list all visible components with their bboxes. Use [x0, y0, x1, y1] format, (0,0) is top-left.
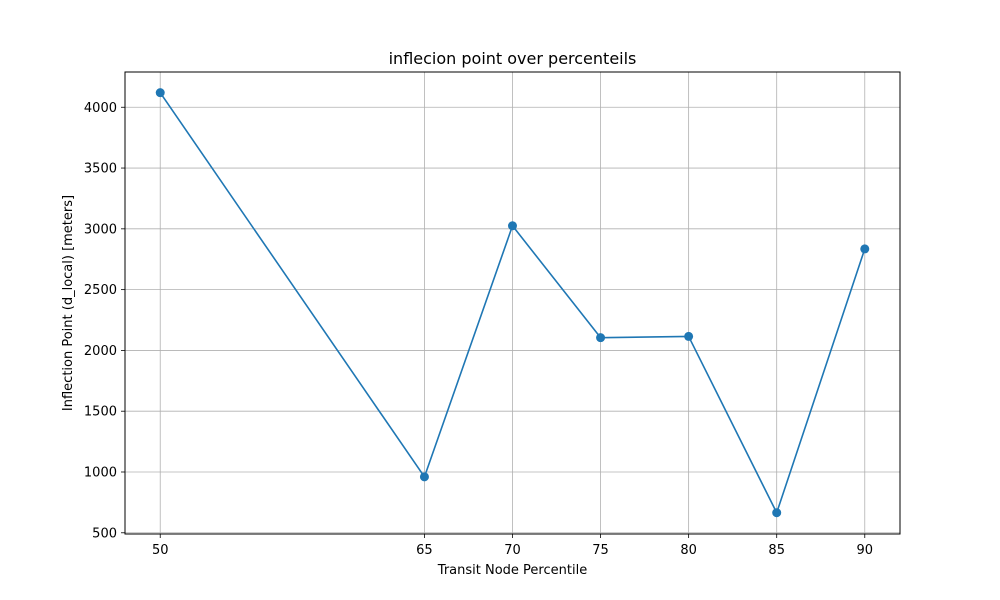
x-tick-label: 80	[680, 543, 697, 558]
x-tick-label: 85	[768, 543, 785, 558]
data-point	[508, 221, 517, 231]
y-tick-label: 1000	[84, 465, 117, 480]
y-tick-label: 3000	[84, 222, 117, 237]
data-point	[772, 508, 782, 518]
y-axis-title: Inflection Point (d_local) [meters]	[61, 195, 76, 411]
y-tick-label: 2000	[84, 344, 117, 359]
y-tick-label: 4000	[84, 101, 117, 116]
x-tick-label: 90	[856, 543, 873, 558]
axis-ticks: 50 65 70 75 80 85 90 500 1000 1500 2000 2500 3000 350…	[84, 101, 873, 558]
series-layer	[155, 88, 870, 518]
y-tick-label: 1500	[84, 405, 117, 420]
grid-lines	[125, 72, 900, 534]
data-point	[684, 331, 694, 341]
x-tick-label: 70	[504, 543, 521, 558]
y-tick-label: 3500	[84, 162, 117, 177]
data-point	[860, 244, 870, 254]
x-tick-label: 65	[416, 543, 433, 558]
data-point	[155, 88, 165, 98]
x-tick-label: 50	[152, 543, 169, 558]
y-tick-label: 2500	[84, 283, 117, 298]
x-tick-label: 75	[592, 543, 609, 558]
data-point	[419, 472, 429, 482]
y-tick-label: 500	[92, 526, 117, 541]
data-point	[596, 333, 606, 343]
chart-title: inflecion point over percenteils	[389, 49, 637, 68]
x-axis-title: Transit Node Percentile	[437, 563, 587, 578]
